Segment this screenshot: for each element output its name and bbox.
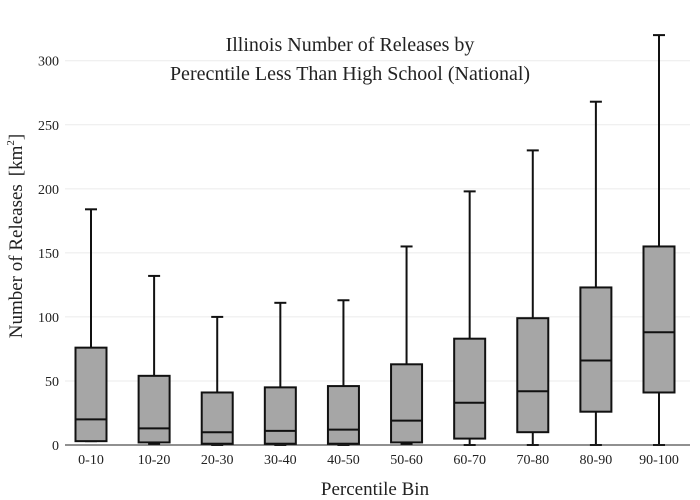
x-tick-label: 90-100 <box>639 453 679 468</box>
box-iqr <box>326 385 360 445</box>
x-tick-label: 40-50 <box>327 453 360 468</box>
box-group <box>516 149 550 446</box>
y-tick-label: 50 <box>45 375 59 390</box>
x-tick-label: 30-40 <box>264 453 297 468</box>
box-group <box>263 301 297 446</box>
x-tick-label: 70-80 <box>516 453 549 468</box>
box-iqr <box>74 346 108 443</box>
y-tick-labels: 0 50 100 150 200 250 300 <box>38 55 59 454</box>
box-group <box>642 34 676 446</box>
y-tick-label: 250 <box>38 119 59 134</box>
y-axis-unit-close: ] <box>6 134 27 140</box>
y-tick-label: 150 <box>38 247 59 262</box>
y-tick-label: 100 <box>38 311 59 326</box>
x-tick-label: 50-60 <box>390 453 423 468</box>
y-axis-title-text: Number of Releases <box>6 184 27 338</box>
box-iqr <box>137 374 171 444</box>
y-tick-label: 200 <box>38 183 59 198</box>
box-group <box>74 208 108 443</box>
box-group <box>326 299 360 446</box>
y-tick-label: 300 <box>38 55 59 70</box>
x-tick-labels: 0-10 10-20 20-30 30-40 40-50 50-60 60-70 70-80 8… <box>78 453 679 468</box>
x-axis-title: Percentile Bin <box>321 479 430 500</box>
box-iqr <box>642 245 676 394</box>
y-axis-unit: [km <box>6 145 27 176</box>
y-axis-unit-superscript: 2 <box>5 140 17 146</box>
x-tick-label: 80-90 <box>580 453 613 468</box>
x-tick-label: 0-10 <box>78 453 104 468</box>
box-iqr <box>200 391 234 445</box>
box-iqr <box>263 386 297 445</box>
box-iqr <box>453 337 487 440</box>
box-iqr <box>516 317 550 434</box>
chart-title-line-2: Perecntile Less Than High School (Nation… <box>170 63 530 85</box>
x-tick-label: 20-30 <box>201 453 234 468</box>
box-group <box>579 100 613 446</box>
box-group <box>137 274 171 445</box>
box-iqr <box>579 286 613 413</box>
box-group <box>200 315 234 446</box>
box-group <box>390 245 424 445</box>
boxes <box>74 34 676 446</box>
y-axis-title: Number of Releases [km2] <box>5 134 27 339</box>
chart-title-line-1: Illinois Number of Releases by <box>226 34 475 56</box>
box-iqr <box>390 363 424 444</box>
x-tick-label: 10-20 <box>138 453 171 468</box>
y-tick-label: 0 <box>52 439 59 454</box>
box-group <box>453 190 487 446</box>
x-tick-label: 60-70 <box>453 453 486 468</box>
